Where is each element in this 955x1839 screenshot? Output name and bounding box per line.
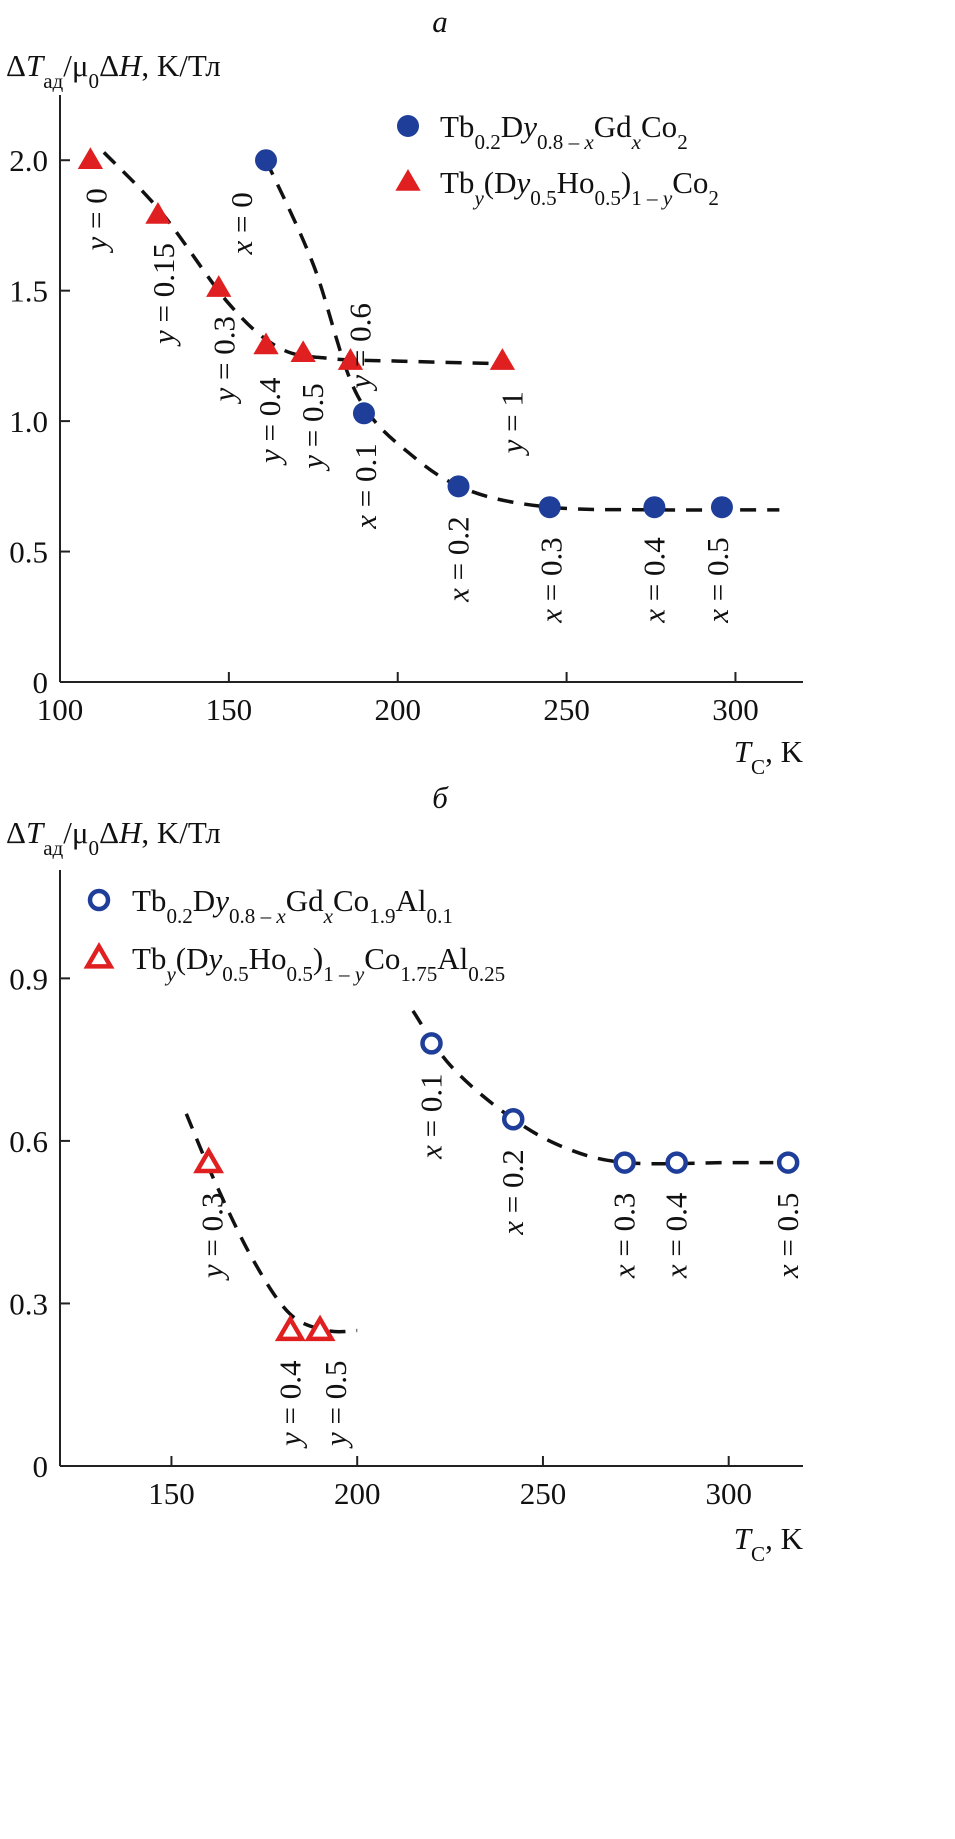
data-label: x = 0.1 bbox=[348, 443, 383, 529]
x-tick-label: 250 bbox=[543, 692, 590, 727]
data-label: y = 1 bbox=[494, 391, 529, 456]
data-point bbox=[710, 496, 733, 519]
data-label: x = 0.2 bbox=[495, 1149, 530, 1236]
data-point bbox=[538, 496, 561, 519]
legend-marker bbox=[395, 169, 421, 191]
data-point bbox=[255, 149, 278, 172]
data-label: y = 0.6 bbox=[342, 303, 377, 392]
y-tick-label: 2.0 bbox=[9, 143, 48, 178]
data-point bbox=[206, 275, 232, 297]
x-tick-label: 100 bbox=[37, 692, 84, 727]
data-label: x = 0.3 bbox=[607, 1193, 642, 1280]
panel-b: б 0 0.3 0.6 0.9 150 200 250 300 ΔTад/μ0ΔH, K/Тл TC… bbox=[6, 780, 805, 1566]
x-tick-label: 300 bbox=[705, 1476, 752, 1511]
data-label: x = 0.2 bbox=[441, 516, 476, 603]
data-point bbox=[253, 332, 279, 355]
x-axis-label: TC, K bbox=[734, 1521, 804, 1566]
data-point bbox=[643, 496, 666, 519]
data-point bbox=[613, 1151, 636, 1174]
data-label: y = 0.4 bbox=[252, 377, 287, 466]
y-tick-label: 1.5 bbox=[9, 274, 48, 309]
x-tick-label: 200 bbox=[334, 1476, 381, 1511]
fit-curve bbox=[264, 159, 780, 512]
x-tick-label: 250 bbox=[520, 1476, 567, 1511]
fit-curve bbox=[411, 1009, 774, 1166]
x-tick-label: 150 bbox=[148, 1476, 195, 1511]
legend-entry: Tb0.2Dy0.8 – xGdxCo1.9Al0.1 bbox=[132, 883, 453, 928]
y-tick-label: 0.9 bbox=[9, 961, 48, 996]
data-label: y = 0 bbox=[78, 188, 113, 253]
legend-entry: Tby(Dy0.5Ho0.5)1 – yCo1.75Al0.25 bbox=[132, 941, 505, 986]
y-tick-label: 0.5 bbox=[9, 535, 48, 570]
data-label: y = 0.3 bbox=[207, 316, 242, 405]
legend-marker bbox=[397, 115, 419, 137]
data-point bbox=[193, 1146, 225, 1174]
data-label: x = 0.1 bbox=[414, 1073, 449, 1160]
data-point bbox=[489, 348, 516, 370]
data-point bbox=[665, 1151, 688, 1174]
data-label: x = 0.5 bbox=[770, 1193, 805, 1280]
data-label: y = 0.5 bbox=[295, 383, 330, 472]
panel-label: б bbox=[432, 780, 449, 815]
x-tick-label: 200 bbox=[374, 692, 421, 727]
y-tick-label: 0 bbox=[33, 1449, 49, 1484]
x-axis-label: TC, K bbox=[734, 734, 804, 779]
data-point bbox=[420, 1032, 443, 1055]
y-tick-label: 0.3 bbox=[9, 1286, 48, 1321]
data-label: x = 0.4 bbox=[636, 537, 671, 624]
data-label: y = 0.3 bbox=[195, 1193, 230, 1282]
data-point bbox=[447, 475, 470, 498]
y-axis-label: ΔTад/μ0ΔH, K/Тл bbox=[6, 815, 221, 860]
data-label: y = 0.15 bbox=[146, 243, 181, 347]
data-point bbox=[290, 340, 316, 363]
data-label: x = 0.5 bbox=[700, 537, 735, 624]
data-point bbox=[337, 348, 364, 370]
y-tick-label: 0 bbox=[33, 665, 49, 700]
legend-marker bbox=[87, 888, 111, 912]
data-label: x = 0 bbox=[224, 192, 259, 255]
data-label: x = 0.4 bbox=[659, 1192, 694, 1279]
y-axis-label: ΔTад/μ0ΔH, K/Тл bbox=[6, 48, 221, 93]
x-tick-label: 150 bbox=[206, 692, 253, 727]
data-point bbox=[776, 1151, 800, 1174]
panel-label: а bbox=[432, 4, 448, 39]
panel-a: а 0 0.5 1.0 1.5 2.0 100 150 200 250 300 ΔTад/μ0ΔH, … bbox=[6, 4, 804, 779]
x-tick-label: 300 bbox=[712, 692, 759, 727]
data-point bbox=[145, 202, 171, 224]
data-point bbox=[274, 1314, 306, 1342]
legend-marker bbox=[83, 942, 115, 969]
data-point bbox=[304, 1314, 336, 1342]
legend-entry: Tb0.2Dy0.8 – xGdxCo2 bbox=[440, 109, 688, 154]
y-tick-label: 1.0 bbox=[9, 404, 48, 439]
y-tick-label: 0.6 bbox=[9, 1124, 48, 1159]
data-label: y = 0.4 bbox=[272, 1360, 307, 1449]
data-point bbox=[77, 147, 104, 170]
data-label: x = 0.3 bbox=[534, 537, 569, 624]
data-label: y = 0.5 bbox=[318, 1361, 353, 1450]
fit-curve bbox=[184, 1113, 358, 1334]
data-point bbox=[352, 402, 375, 425]
legend-entry: Tby(Dy0.5Ho0.5)1 – yCo2 bbox=[440, 165, 719, 210]
data-point bbox=[501, 1107, 525, 1131]
